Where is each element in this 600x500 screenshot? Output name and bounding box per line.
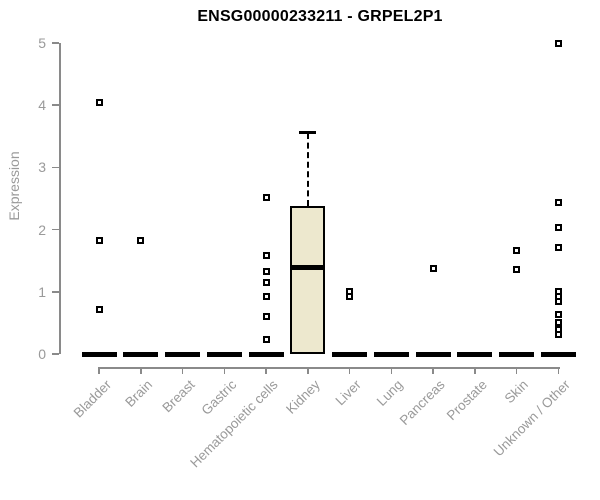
outlier-point xyxy=(262,278,270,286)
y-tick xyxy=(52,228,59,231)
x-tick-label: Gastric xyxy=(198,377,240,418)
x-tick xyxy=(348,367,351,374)
outlier-point xyxy=(262,335,270,343)
outlier-point xyxy=(554,244,562,252)
x-tick xyxy=(98,367,100,374)
outlier-point xyxy=(513,265,521,273)
x-tick xyxy=(474,367,476,374)
outlier-point xyxy=(262,267,270,275)
outlier-point xyxy=(554,199,562,207)
y-tick-label: 0 xyxy=(38,346,46,362)
y-tick xyxy=(52,104,59,106)
box-zero-bar xyxy=(248,351,284,357)
outlier-point xyxy=(554,298,562,306)
box-zero-bar xyxy=(373,351,409,357)
y-tick xyxy=(52,353,59,355)
outlier-point xyxy=(137,236,145,244)
outlier-point xyxy=(554,310,562,318)
outlier-point xyxy=(95,306,103,314)
box-median xyxy=(290,265,326,271)
x-axis-line xyxy=(99,367,560,369)
x-tick xyxy=(432,367,434,374)
y-tick-label: 4 xyxy=(38,97,46,114)
box-zero-bar xyxy=(499,351,535,357)
outlier-point xyxy=(554,319,562,327)
y-axis-line xyxy=(59,43,61,354)
box-zero-bar xyxy=(415,351,451,357)
outlier-point xyxy=(554,331,562,339)
x-tick xyxy=(181,367,184,374)
x-tick-label: Prostate xyxy=(443,377,490,424)
outlier-point xyxy=(513,247,521,255)
chart-title: ENSG00000233211 - GRPEL2P1 xyxy=(197,8,443,25)
outlier-point xyxy=(95,237,103,245)
x-tick-label: Pancreas xyxy=(396,377,448,428)
outlier-point xyxy=(95,98,103,106)
x-tick xyxy=(515,367,518,374)
outlier-point xyxy=(554,224,562,232)
x-tick xyxy=(265,367,267,374)
box-whisker-cap xyxy=(299,131,317,135)
y-tick-label: 1 xyxy=(38,283,46,300)
outlier-point xyxy=(262,313,270,321)
box-body xyxy=(290,205,326,354)
y-tick-label: 3 xyxy=(38,159,46,176)
y-tick-label: 2 xyxy=(38,221,46,238)
y-tick-label: 5 xyxy=(38,35,46,51)
box-zero-bar xyxy=(123,351,159,357)
x-tick xyxy=(307,367,309,374)
outlier-point xyxy=(262,292,270,300)
box-zero-bar xyxy=(165,351,201,357)
x-tick xyxy=(390,367,393,374)
box-zero-bar xyxy=(540,351,576,357)
x-tick xyxy=(140,367,142,374)
box-zero-bar xyxy=(332,351,368,357)
y-tick xyxy=(52,166,59,169)
x-tick-label: Breast xyxy=(159,377,198,416)
y-tick xyxy=(52,291,59,293)
x-tick xyxy=(223,367,226,374)
x-tick-label: Skin xyxy=(502,377,532,407)
box-zero-bar xyxy=(457,351,493,357)
y-tick xyxy=(52,42,59,44)
outlier-point xyxy=(262,252,270,260)
outlier-point xyxy=(262,194,270,202)
x-tick-label: Brain xyxy=(122,377,156,410)
x-tick-label: Unknown / Other xyxy=(490,377,574,460)
box-zero-bar xyxy=(81,351,117,357)
x-tick-label: Lung xyxy=(374,377,407,409)
box-zero-bar xyxy=(206,351,242,357)
box-whisker xyxy=(306,132,309,206)
outlier-point xyxy=(429,264,437,272)
x-tick-label: Liver xyxy=(333,377,365,409)
x-tick xyxy=(557,367,560,374)
outlier-point xyxy=(346,293,354,301)
outlier-point xyxy=(554,39,562,47)
x-tick-label: Bladder xyxy=(70,377,114,421)
x-tick-label: Kidney xyxy=(282,377,323,417)
